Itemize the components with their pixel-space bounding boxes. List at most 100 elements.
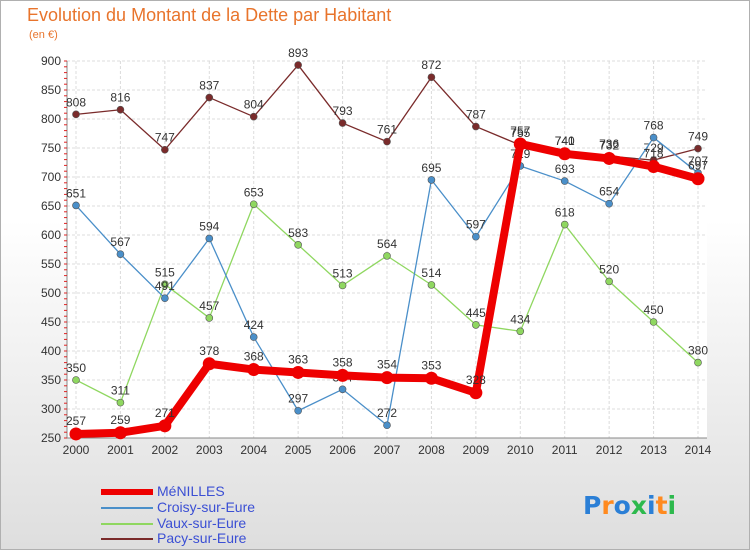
data-label-m-nilles: 259 [110, 413, 130, 427]
data-point-pacy-sur-eure [116, 105, 125, 114]
data-point-croisy-sur-eure [72, 201, 80, 210]
data-point-croisy-sur-eure [560, 177, 569, 185]
data-point-croisy-sur-eure [338, 385, 347, 394]
data-point-vaux-sur-eure [427, 281, 436, 289]
y-tick-label: 850 [41, 83, 61, 97]
data-label-pacy-sur-eure: 755 [510, 126, 530, 140]
data-label-m-nilles: 271 [155, 406, 175, 420]
data-label-pacy-sur-eure: 804 [244, 98, 264, 112]
data-label-croisy-sur-eure: 768 [644, 119, 664, 133]
data-label-vaux-sur-eure: 520 [599, 262, 619, 276]
legend-label-menilles: MéNILLES [157, 483, 225, 499]
data-point-m-nilles [513, 137, 527, 151]
data-label-pacy-sur-eure: 816 [110, 91, 130, 105]
data-label-vaux-sur-eure: 445 [466, 306, 486, 320]
data-point-vaux-sur-eure [472, 321, 480, 329]
data-point-vaux-sur-eure [383, 252, 391, 260]
x-tick-label: 2005 [285, 443, 312, 457]
y-tick-label: 500 [41, 286, 61, 300]
data-label-m-nilles: 697 [688, 159, 708, 173]
data-point-m-nilles [602, 151, 616, 165]
data-label-vaux-sur-eure: 380 [688, 344, 708, 358]
data-label-croisy-sur-eure: 597 [466, 218, 486, 232]
data-label-pacy-sur-eure: 749 [688, 130, 708, 144]
data-point-croisy-sur-eure [427, 176, 436, 184]
data-point-m-nilles [291, 365, 305, 379]
data-point-pacy-sur-eure [427, 73, 436, 82]
data-label-croisy-sur-eure: 424 [244, 318, 264, 332]
data-label-vaux-sur-eure: 457 [199, 299, 219, 313]
data-label-vaux-sur-eure: 311 [111, 384, 130, 398]
data-label-croisy-sur-eure: 594 [199, 219, 219, 233]
data-label-pacy-sur-eure: 741 [555, 134, 575, 148]
data-point-pacy-sur-eure [383, 137, 391, 146]
data-label-pacy-sur-eure: 793 [333, 104, 353, 118]
y-tick-label: 650 [41, 199, 61, 213]
data-label-pacy-sur-eure: 736 [599, 137, 619, 151]
data-label-pacy-sur-eure: 893 [288, 46, 308, 60]
x-tick-label: 2010 [507, 443, 534, 457]
data-label-pacy-sur-eure: 761 [377, 123, 397, 137]
data-label-m-nilles: 363 [288, 352, 308, 366]
y-tick-label: 600 [41, 228, 61, 242]
y-tick-label: 900 [41, 54, 61, 68]
data-point-vaux-sur-eure [72, 376, 80, 384]
data-label-croisy-sur-eure: 695 [421, 161, 441, 175]
brand-letter: i [647, 491, 656, 520]
data-label-vaux-sur-eure: 513 [333, 266, 353, 280]
y-tick-label: 700 [41, 170, 61, 184]
data-point-pacy-sur-eure [72, 110, 80, 119]
y-tick-label: 550 [41, 257, 61, 271]
x-tick-label: 2002 [152, 443, 179, 457]
data-point-pacy-sur-eure [694, 144, 702, 153]
y-tick-label: 250 [41, 431, 61, 445]
x-tick-label: 2012 [596, 443, 623, 457]
data-point-croisy-sur-eure [383, 421, 391, 430]
data-label-vaux-sur-eure: 564 [377, 237, 397, 251]
data-label-croisy-sur-eure: 491 [155, 279, 175, 293]
data-label-croisy-sur-eure: 707 [688, 154, 708, 168]
data-point-m-nilles [558, 147, 572, 161]
data-label-vaux-sur-eure: 434 [510, 312, 530, 326]
brand-letter: t [655, 491, 668, 520]
data-point-vaux-sur-eure [205, 314, 214, 322]
data-point-m-nilles [69, 427, 83, 441]
data-label-vaux-sur-eure: 514 [421, 266, 441, 280]
data-point-vaux-sur-eure [516, 327, 525, 336]
data-point-m-nilles [691, 172, 705, 186]
x-tick-label: 2001 [107, 443, 134, 457]
data-point-pacy-sur-eure [472, 122, 480, 131]
data-label-m-nilles: 378 [199, 344, 219, 358]
y-tick-label: 300 [41, 402, 61, 416]
data-label-pacy-sur-eure: 787 [466, 108, 486, 122]
data-label-pacy-sur-eure: 837 [199, 79, 219, 93]
x-tick-label: 2004 [240, 443, 267, 457]
proxiti-logo: Proxiti [583, 491, 676, 520]
data-label-m-nilles: 368 [244, 350, 264, 364]
data-point-pacy-sur-eure [294, 61, 302, 69]
data-point-croisy-sur-eure [161, 294, 169, 303]
data-label-croisy-sur-eure: 654 [599, 185, 619, 199]
x-tick-label: 2009 [463, 443, 490, 457]
data-label-vaux-sur-eure: 350 [66, 361, 86, 375]
y-tick-label: 800 [41, 112, 61, 126]
brand-letter: P [583, 491, 602, 520]
data-label-pacy-sur-eure: 808 [66, 95, 86, 109]
data-label-pacy-sur-eure: 747 [155, 131, 175, 145]
data-point-vaux-sur-eure [249, 200, 258, 209]
data-point-croisy-sur-eure [249, 333, 258, 341]
data-point-m-nilles [469, 386, 483, 400]
data-label-m-nilles: 354 [377, 358, 397, 372]
legend-label-croisy: Croisy-sur-Eure [157, 499, 256, 515]
data-point-vaux-sur-eure [560, 220, 569, 229]
data-point-croisy-sur-eure [205, 234, 214, 243]
data-point-m-nilles [247, 363, 261, 377]
x-tick-label: 2003 [196, 443, 223, 457]
unit-label: (en €) [29, 29, 58, 41]
y-tick-label: 750 [41, 141, 61, 155]
y-tick-label: 400 [41, 344, 61, 358]
data-point-vaux-sur-eure [116, 398, 125, 407]
data-label-croisy-sur-eure: 651 [66, 186, 86, 200]
data-label-m-nilles: 257 [66, 414, 86, 428]
data-point-m-nilles [380, 371, 394, 385]
